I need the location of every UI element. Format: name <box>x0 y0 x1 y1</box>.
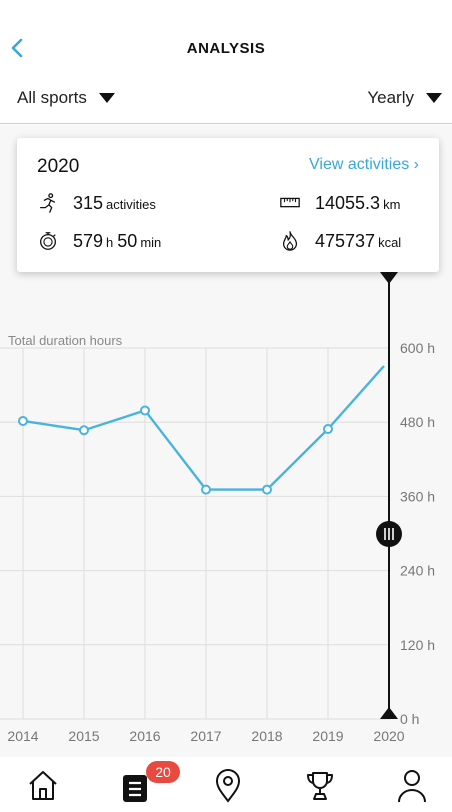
cursor-bottom-pointer <box>380 707 398 719</box>
chevron-left-icon[interactable] <box>6 36 30 60</box>
summary-year: 2020 <box>37 156 80 177</box>
y-axis-title: Total duration hours <box>8 333 123 348</box>
data-point <box>79 425 89 436</box>
calories-value: 475737 <box>315 231 376 251</box>
diary-icon[interactable] <box>118 767 152 803</box>
y-tick-label: 240 h <box>400 563 435 579</box>
duration-line-chart[interactable]: 0 h 120 h 240 h 360 h 480 h 600 h Total durati… <box>0 272 452 757</box>
distance-unit: km <box>383 197 401 212</box>
x-tick-label: 2016 <box>129 728 160 744</box>
stopwatch-icon <box>40 232 56 250</box>
y-tick-label: 600 h <box>400 340 435 356</box>
header: ANALYSIS <box>0 0 452 80</box>
duration-minutes: 50 <box>117 231 138 251</box>
data-point <box>140 405 150 416</box>
flame-icon <box>282 231 298 251</box>
y-tick-label: 0 h <box>400 711 419 727</box>
duration-hours-unit: h <box>106 235 114 250</box>
x-tick-label: 2019 <box>312 728 343 744</box>
ruler-icon <box>280 197 300 208</box>
data-point <box>323 424 333 435</box>
filter-bar: All sports Yearly <box>0 80 452 124</box>
data-point <box>201 484 211 495</box>
sport-filter-label: All sports <box>17 88 87 107</box>
y-tick-label: 480 h <box>400 414 435 430</box>
distance-value: 14055.3 <box>315 193 381 213</box>
summary-card: 2020 View activities › 315 activities 14… <box>17 138 439 272</box>
activities-unit: activities <box>106 197 156 212</box>
period-filter-label: Yearly <box>367 88 414 107</box>
calories-stat: 475737 kcal <box>315 231 405 252</box>
data-point <box>18 415 28 426</box>
map-pin-icon[interactable] <box>211 767 245 803</box>
home-icon[interactable] <box>26 767 60 803</box>
trophy-icon[interactable] <box>303 767 337 803</box>
activities-stat: 315 activities <box>73 193 160 214</box>
profile-icon[interactable] <box>395 767 429 803</box>
x-tick-label: 2018 <box>251 728 282 744</box>
x-tick-label: 2020 <box>373 728 404 744</box>
duration-hours: 579 <box>73 231 104 251</box>
period-filter-dropdown[interactable]: Yearly <box>367 88 442 108</box>
dropdown-arrow-icon <box>426 93 442 103</box>
distance-stat: 14055.3 km <box>315 193 404 214</box>
x-tick-label: 2015 <box>68 728 99 744</box>
y-tick-label: 120 h <box>400 637 435 653</box>
dropdown-arrow-icon <box>98 93 115 103</box>
sport-filter-dropdown[interactable]: All sports <box>17 88 115 108</box>
running-icon <box>40 193 56 213</box>
notification-badge: 20 <box>146 761 180 783</box>
data-point <box>262 484 272 495</box>
cursor-top-pointer <box>380 272 398 284</box>
view-activities-link[interactable]: View activities › <box>309 156 419 173</box>
duration-stat: 579 h 50 min <box>73 231 165 252</box>
x-tick-label: 2014 <box>7 728 38 744</box>
activities-value: 315 <box>73 193 104 213</box>
duration-minutes-unit: min <box>140 235 162 250</box>
page-title: ANALYSIS <box>186 40 266 57</box>
x-tick-label: 2017 <box>190 728 221 744</box>
y-tick-label: 360 h <box>400 488 435 504</box>
bottom-nav <box>0 757 452 812</box>
calories-unit: kcal <box>378 235 402 250</box>
